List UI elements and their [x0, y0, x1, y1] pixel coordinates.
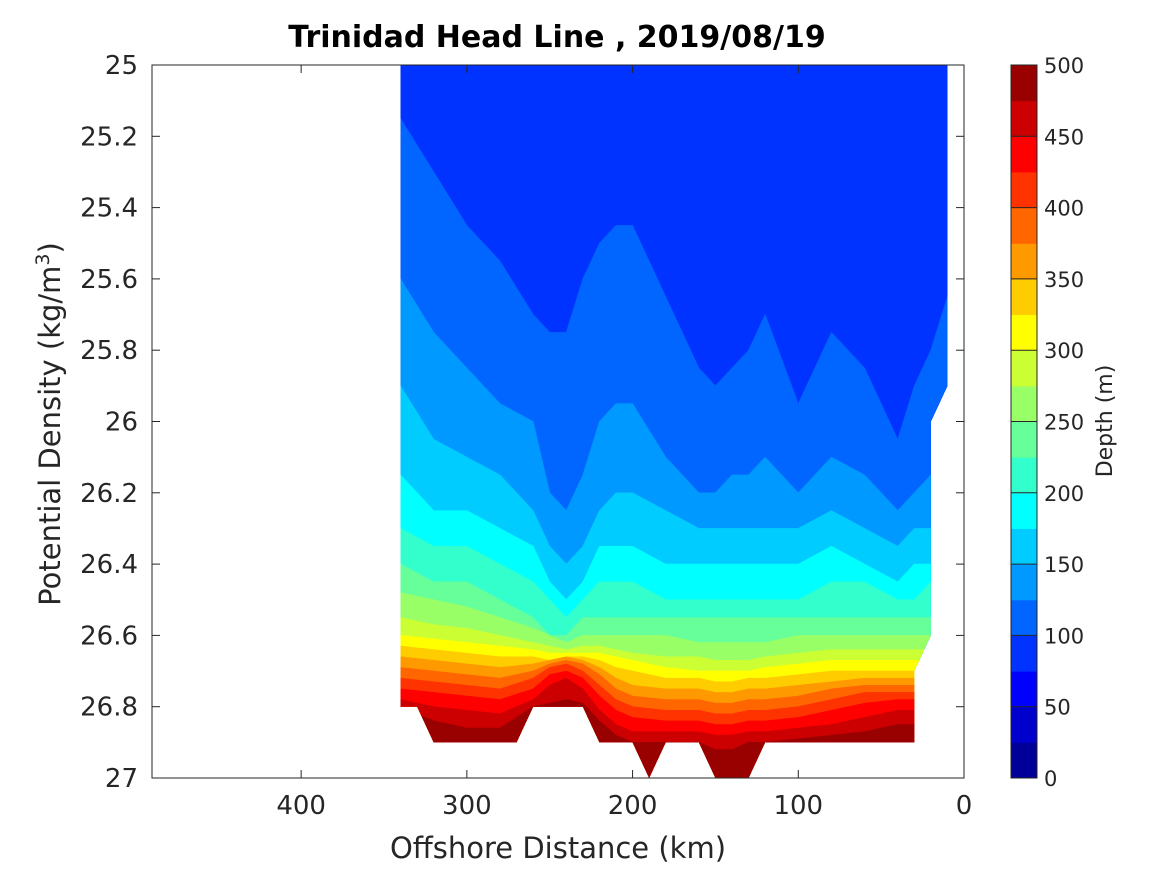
colorbar-swatch — [1011, 706, 1037, 743]
colorbar-tick-label: 0 — [1044, 767, 1057, 791]
y-tick-label: 25.4 — [80, 194, 138, 224]
colorbar-tick-label: 450 — [1044, 125, 1084, 149]
colorbar-swatch — [1011, 350, 1037, 387]
x-tick-label: 0 — [956, 791, 973, 821]
colorbar-swatch — [1011, 457, 1037, 494]
colorbar-swatch — [1011, 100, 1037, 137]
x-tick-label: 400 — [276, 791, 326, 821]
y-tick-label: 26 — [105, 408, 138, 438]
y-tick-label: 26.6 — [80, 621, 138, 651]
chart-title: Trinidad Head Line , 2019/08/19 — [288, 20, 825, 55]
y-tick-label: 27 — [105, 764, 138, 794]
colorbar-tick-label: 150 — [1044, 553, 1084, 577]
colorbar-label: Depth (m) — [1093, 365, 1118, 478]
colorbar-swatch — [1011, 671, 1037, 708]
y-tick-label: 25 — [105, 51, 138, 81]
y-tick-label: 26.8 — [80, 693, 138, 723]
y-tick-label: 25.6 — [80, 265, 138, 295]
colorbar: 0 50 100 150 200 250 300 350 400 450 500 — [1010, 54, 1084, 791]
x-tick-label: 300 — [442, 791, 492, 821]
colorbar-swatch — [1011, 243, 1037, 280]
y-tick-label: 26.4 — [80, 550, 138, 580]
colorbar-tick-label: 350 — [1044, 268, 1084, 292]
colorbar-swatch — [1011, 278, 1037, 316]
colorbar-swatch — [1011, 635, 1037, 672]
colorbar-swatch — [1011, 564, 1037, 601]
colorbar-tick-label: 100 — [1044, 624, 1084, 648]
y-tick-label: 26.2 — [80, 479, 138, 509]
y-tick-label: 25.8 — [80, 336, 138, 366]
colorbar-tick-label: 50 — [1044, 696, 1071, 720]
colorbar-swatch — [1011, 599, 1037, 636]
y-tick-label: 25.2 — [80, 122, 138, 152]
y-axis-label-main: Potential Density (kg/m — [33, 266, 67, 606]
colorbar-swatch — [1011, 385, 1037, 422]
x-axis: 400 300 200 100 0 — [276, 65, 972, 821]
colorbar-swatch — [1011, 65, 1037, 102]
colorbar-tick-label: 300 — [1044, 339, 1084, 363]
colorbar-swatch — [1011, 742, 1037, 779]
y-axis: 25 25.2 25.4 25.6 25.8 26 26.2 26.4 26.6 26.8 27 — [80, 51, 964, 794]
colorbar-swatch — [1011, 207, 1037, 244]
colorbar-tick-label: 200 — [1044, 482, 1084, 506]
colorbar-tick-label: 250 — [1044, 411, 1084, 435]
colorbar-tick-label: 400 — [1044, 197, 1084, 221]
contour-fill-layer — [400, 65, 948, 778]
y-axis-label: Potential Density (kg/m3) — [32, 242, 67, 606]
colorbar-swatch — [1011, 421, 1037, 458]
y-axis-label-superscript: 3 — [32, 253, 54, 265]
colorbar-swatch — [1011, 492, 1037, 529]
colorbar-swatch — [1011, 136, 1037, 173]
x-tick-label: 200 — [608, 791, 658, 821]
colorbar-swatch — [1011, 314, 1037, 351]
y-axis-label-tail: ) — [33, 242, 67, 253]
colorbar-swatch — [1011, 171, 1037, 209]
colorbar-tick-label: 500 — [1044, 54, 1084, 78]
x-axis-label: Offshore Distance (km) — [390, 831, 726, 865]
x-tick-label: 100 — [773, 791, 823, 821]
colorbar-swatch — [1011, 528, 1037, 565]
